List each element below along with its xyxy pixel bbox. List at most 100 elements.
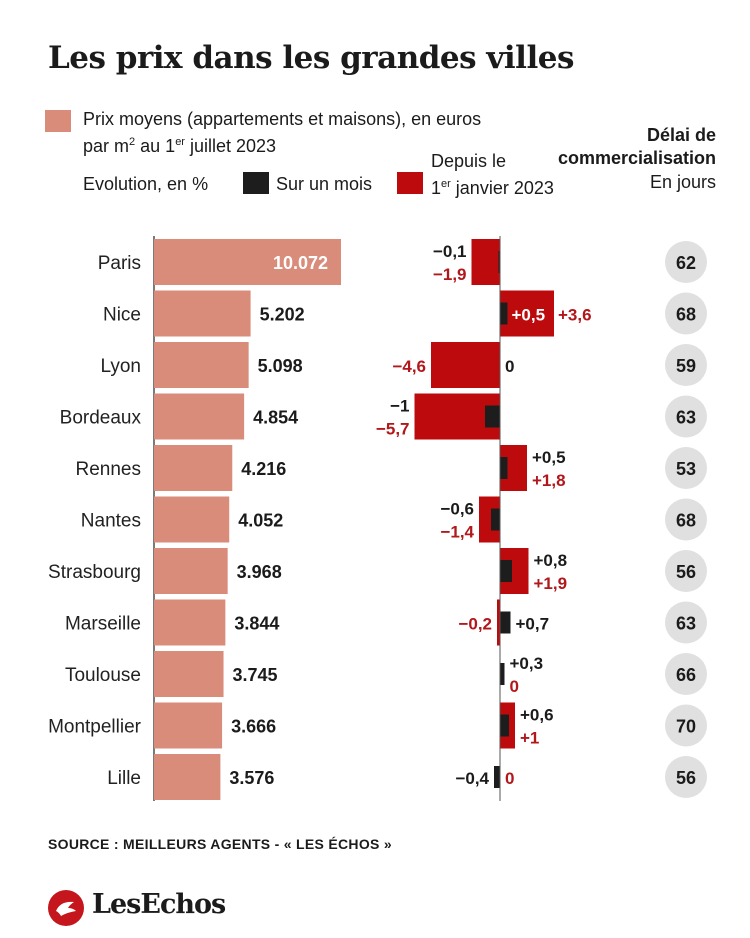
year-label-marseille: −0,2: [458, 615, 492, 634]
month-label-marseille: +0,7: [516, 615, 550, 634]
category-label-rennes: Rennes: [76, 459, 142, 480]
delai-label-paris: 62: [676, 253, 696, 273]
legend-price-line2a: par m: [83, 136, 130, 156]
month-label-nice: +0,5: [512, 306, 546, 325]
month-label-toulouse: +0,3: [510, 654, 544, 673]
legend-year-label: Depuis le 1er janvier 2023: [431, 150, 554, 200]
delai-circle-lyon: [665, 344, 707, 386]
price-label-montpellier: 3.666: [231, 717, 276, 737]
delai-circle-rennes: [665, 447, 707, 489]
month-label-paris: −0,1: [433, 242, 467, 261]
legend-swatch-month: [243, 172, 269, 194]
price-bar-rennes: [154, 445, 233, 491]
year-bar-nice: [500, 290, 554, 337]
legend-evolution-label: Evolution, en %: [83, 174, 209, 194]
month-bar-lille: [494, 766, 500, 788]
year-bar-lyon: [431, 342, 500, 388]
price-label-paris: 10.072: [273, 253, 328, 273]
year-label-lille: 0: [505, 769, 514, 788]
delai-unit: En jours: [649, 172, 716, 192]
category-label-nantes: Nantes: [81, 511, 141, 532]
month-label-lyon: 0: [505, 357, 514, 376]
month-label-rennes: +0,5: [532, 448, 566, 467]
delai-label-montpellier: 70: [676, 717, 696, 737]
month-bar-montpellier: [500, 714, 509, 737]
legend-year-line1: Depuis le: [431, 151, 507, 171]
month-label-lille: −0,4: [455, 769, 489, 788]
delai-title-line1: Délai de: [646, 125, 716, 145]
price-label-nice: 5.202: [260, 305, 305, 325]
legend-label-price: Prix moyens (appartements et maisons), e…: [83, 108, 481, 158]
delai-circle-strasbourg: [665, 550, 707, 592]
month-bar-marseille: [500, 611, 511, 634]
year-label-bordeaux: −5,7: [376, 420, 410, 439]
delai-label-lyon: 59: [676, 356, 696, 376]
year-label-nice: +3,6: [558, 306, 592, 325]
chart-title: Les prix dans les grandes villes: [48, 40, 574, 76]
month-label-strasbourg: +0,8: [534, 551, 568, 570]
month-bar-rennes: [500, 457, 508, 479]
legend-price-sup1: 2: [129, 136, 136, 148]
month-label-bordeaux: −1: [390, 397, 409, 416]
delai-label-nantes: 68: [676, 511, 696, 531]
source-note: SOURCE : MEILLEURS AGENTS - « LES ÉCHOS …: [48, 836, 392, 852]
year-label-montpellier: +1: [520, 729, 539, 748]
legend-year-line2a: 1: [431, 178, 442, 198]
price-label-strasbourg: 3.968: [237, 562, 282, 582]
price-label-marseille: 3.844: [234, 614, 279, 634]
legend-year-sup: er: [441, 178, 451, 190]
delai-label-bordeaux: 63: [676, 408, 696, 428]
year-label-strasbourg: +1,9: [534, 574, 568, 593]
delai-label-nice: 68: [676, 305, 696, 325]
category-label-toulouse: Toulouse: [65, 665, 141, 686]
price-bar-marseille: [154, 599, 226, 646]
legend-month-label: Sur un mois: [276, 174, 373, 194]
price-bar-nantes: [154, 496, 230, 543]
delai-circle-marseille: [665, 601, 707, 644]
price-label-toulouse: 3.745: [233, 665, 278, 685]
price-bar-lille: [154, 754, 221, 800]
price-bar-lyon: [154, 342, 249, 388]
legend-price-line1: Prix moyens (appartements et maisons), e…: [83, 109, 482, 129]
year-label-lyon: −4,6: [392, 357, 426, 376]
delai-label-rennes: 53: [676, 459, 696, 479]
year-label-rennes: +1,8: [532, 471, 566, 490]
delai-circle-bordeaux: [665, 395, 707, 438]
delai-label-marseille: 63: [676, 614, 696, 634]
price-label-bordeaux: 4.854: [253, 408, 298, 428]
delai-title: Délai de commercialisation: [558, 124, 716, 170]
price-bar-bordeaux: [154, 393, 245, 440]
year-bar-marseille: [497, 599, 500, 646]
month-bar-toulouse: [500, 663, 505, 685]
category-label-montpellier: Montpellier: [48, 717, 142, 738]
year-label-toulouse: 0: [510, 677, 519, 696]
les-echos-logo-text: LesEchos: [92, 889, 226, 920]
delai-circle-nice: [665, 292, 707, 335]
delai-circle-lille: [665, 756, 707, 798]
delai-circle-toulouse: [665, 653, 707, 695]
category-label-lille: Lille: [107, 768, 141, 789]
legend-price-sup2: er: [175, 136, 185, 148]
price-bar-montpellier: [154, 702, 223, 749]
year-bar-paris: [471, 239, 500, 285]
price-bar-strasbourg: [154, 548, 228, 594]
delai-circle-paris: [665, 241, 707, 283]
price-bar-toulouse: [154, 651, 224, 697]
delai-circle-montpellier: [665, 704, 707, 747]
category-label-marseille: Marseille: [65, 614, 141, 635]
legend-swatch-year: [397, 172, 423, 194]
delai-label-toulouse: 66: [676, 665, 696, 685]
legend-year-line2b: janvier 2023: [450, 178, 554, 198]
month-label-montpellier: +0,6: [520, 706, 554, 725]
year-label-nantes: −1,4: [440, 523, 474, 542]
price-label-lyon: 5.098: [258, 356, 303, 376]
delai-title-line2: commercialisation: [557, 148, 716, 168]
category-label-lyon: Lyon: [101, 356, 142, 377]
legend-price-line2b: au 1: [135, 136, 176, 156]
month-bar-paris: [498, 251, 500, 273]
month-label-nantes: −0,6: [440, 500, 474, 519]
delai-circle-nantes: [665, 498, 707, 541]
price-bar-paris: [154, 239, 341, 285]
category-label-strasbourg: Strasbourg: [48, 562, 141, 583]
